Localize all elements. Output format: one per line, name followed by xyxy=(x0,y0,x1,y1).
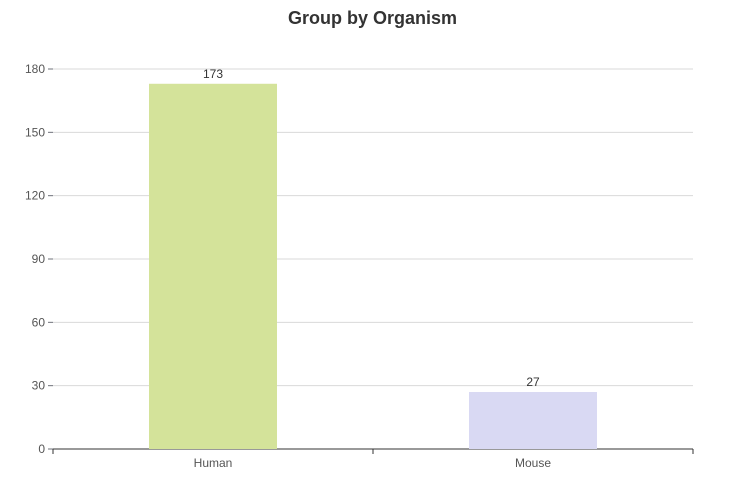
data-label-mouse: 27 xyxy=(526,375,540,389)
bar-human xyxy=(149,83,277,450)
data-label-human: 173 xyxy=(203,67,223,81)
y-tick-label-150: 150 xyxy=(25,125,45,139)
y-tick-label-0: 0 xyxy=(38,442,45,456)
bar-mouse xyxy=(469,392,597,449)
chart-title: Group by Organism xyxy=(287,8,458,28)
y-tick-label-60: 60 xyxy=(32,315,46,329)
x-tick-label-human: Human xyxy=(194,456,233,470)
y-tick-label-120: 120 xyxy=(25,189,45,203)
y-tick-label-180: 180 xyxy=(25,62,45,76)
x-tick-label-mouse: Mouse xyxy=(515,456,551,470)
y-tick-label-30: 30 xyxy=(32,379,46,393)
y-tick-label-90: 90 xyxy=(32,252,46,266)
